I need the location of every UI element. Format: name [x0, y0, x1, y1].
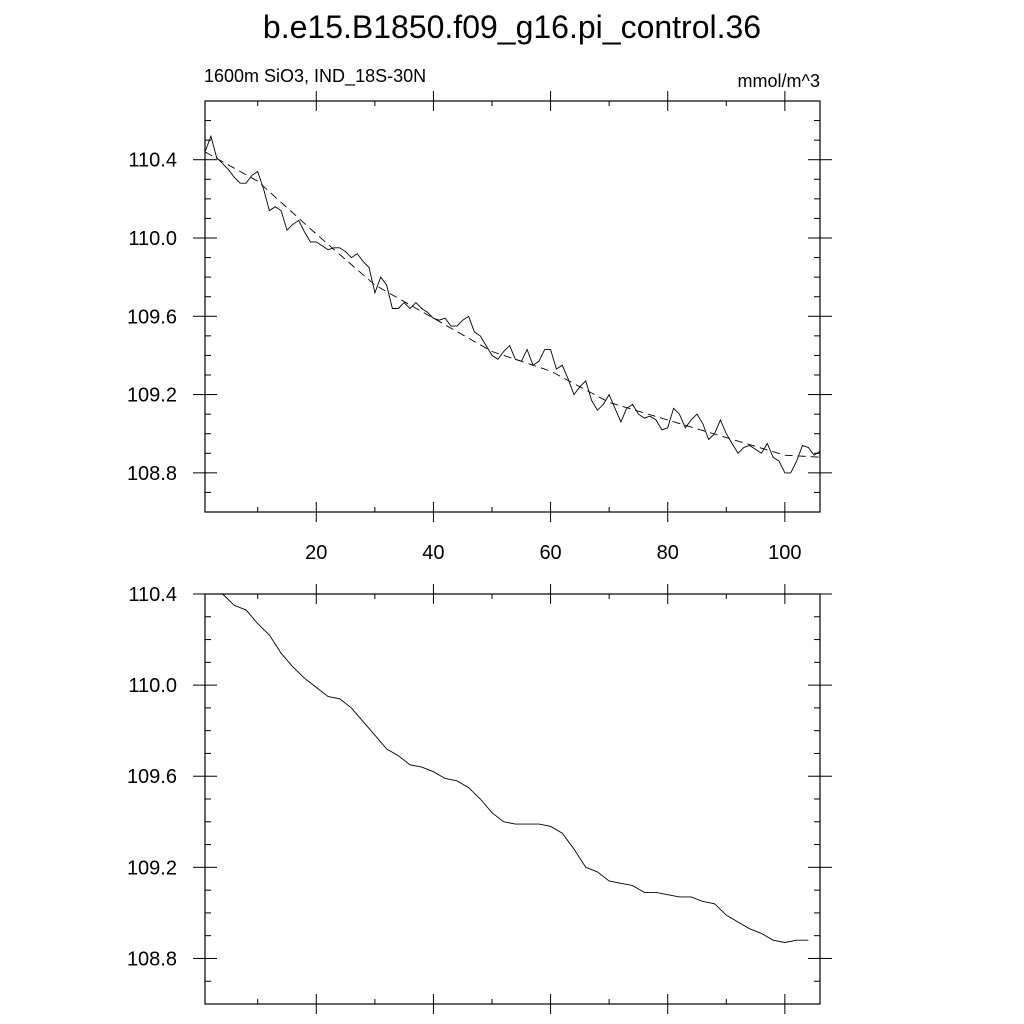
x-tick-label: 20 — [305, 542, 327, 564]
y-tick-label: 110.4 — [128, 150, 177, 172]
x-tick-label: 40 — [422, 542, 444, 564]
y-tick-label: 108.8 — [127, 463, 177, 485]
units-label: mmol/m^3 — [738, 71, 820, 91]
figure-title: b.e15.B1850.f09_g16.pi_control.36 — [263, 9, 761, 45]
panel-variable-label: 1600m SiO3, IND_18S-30N — [204, 66, 426, 87]
bottom-panel: 108.8 109.2 109.6 110.0 110.4 — [127, 584, 832, 1014]
y-tick-label: 109.2 — [127, 385, 177, 407]
plot-frame — [204, 100, 821, 513]
y-tick-label: 109.6 — [127, 306, 177, 328]
y-tick-label: 108.8 — [127, 948, 177, 970]
top-panel: 20 40 60 80 100 108.8 109.2 109.6 110.0 110.4 — [127, 91, 832, 564]
y-tick-label: 110.4 — [128, 584, 177, 606]
y-tick-label: 110.0 — [128, 675, 177, 697]
x-tick-label: 60 — [539, 542, 561, 564]
x-tick-label: 100 — [768, 542, 801, 564]
data-series-line — [222, 593, 809, 943]
x-tick-label: 80 — [657, 542, 679, 564]
y-tick-label: 110.0 — [128, 228, 177, 250]
trend-series-line — [204, 151, 821, 458]
data-series-line — [204, 134, 821, 474]
plot-frame — [204, 593, 821, 1005]
y-tick-label: 109.2 — [127, 857, 177, 879]
y-tick-label: 109.6 — [127, 766, 177, 788]
